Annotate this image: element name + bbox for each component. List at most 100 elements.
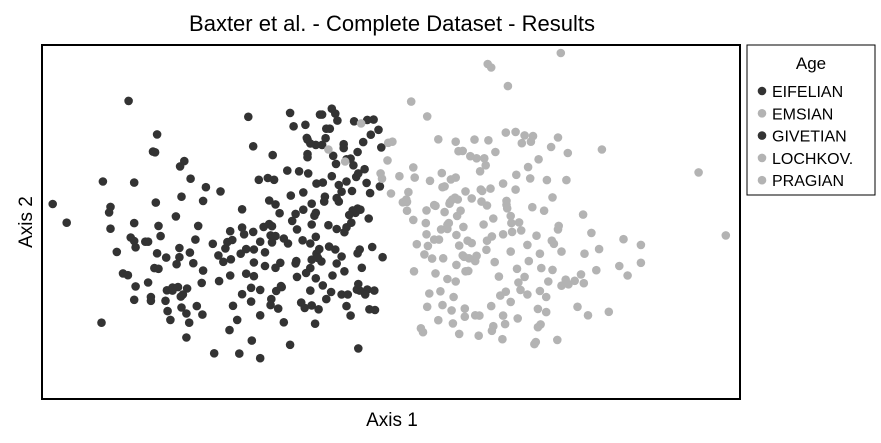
data-point <box>301 120 310 130</box>
data-point <box>291 209 300 219</box>
data-point <box>474 331 484 341</box>
data-point <box>475 167 485 176</box>
data-point <box>451 277 461 286</box>
data-point <box>513 314 522 323</box>
data-point <box>452 211 462 221</box>
data-point <box>172 259 181 269</box>
data-point <box>378 252 387 262</box>
data-point <box>241 269 251 279</box>
x-axis-label: Axis 1 <box>366 410 418 431</box>
data-point <box>197 278 206 288</box>
data-point <box>307 220 317 229</box>
data-point <box>319 197 329 206</box>
data-point <box>299 188 308 197</box>
legend-label: EIFELIAN <box>772 84 843 101</box>
data-point <box>324 220 333 230</box>
data-point <box>254 175 264 185</box>
legend-label: GIVETIAN <box>772 129 847 146</box>
data-point <box>294 167 304 176</box>
data-point <box>376 169 385 178</box>
data-point <box>461 187 470 196</box>
y-axis-label: Axis 2 <box>16 196 37 248</box>
data-point <box>104 208 114 217</box>
data-point <box>431 269 440 278</box>
data-point <box>356 119 366 128</box>
data-point <box>377 143 386 152</box>
data-point <box>523 290 532 299</box>
data-point <box>163 306 172 316</box>
data-point <box>340 227 349 237</box>
data-point <box>458 146 468 156</box>
data-point <box>318 178 328 187</box>
data-point <box>321 133 330 143</box>
data-point <box>438 253 448 263</box>
data-point <box>129 218 139 228</box>
data-point <box>402 206 412 215</box>
data-point <box>225 226 235 236</box>
data-point <box>306 239 315 248</box>
data-point <box>461 267 470 276</box>
data-point <box>570 276 579 286</box>
data-point <box>150 148 160 157</box>
data-point <box>247 336 257 345</box>
data-point <box>97 318 106 328</box>
data-point <box>535 249 545 258</box>
data-point <box>594 244 604 254</box>
data-point <box>311 232 321 242</box>
data-point <box>557 247 566 256</box>
data-point <box>532 231 541 240</box>
data-point <box>311 208 321 218</box>
data-point <box>312 179 321 188</box>
data-point <box>346 311 355 320</box>
data-point <box>592 265 601 275</box>
data-point <box>146 296 156 306</box>
data-point <box>182 333 191 342</box>
data-point <box>228 301 238 311</box>
data-point <box>542 175 552 185</box>
data-point <box>184 318 194 328</box>
data-point <box>531 337 541 347</box>
data-point <box>502 196 511 206</box>
data-point <box>214 251 223 260</box>
data-point <box>436 287 445 296</box>
data-point <box>514 218 524 227</box>
data-point <box>322 294 331 304</box>
data-point <box>248 142 258 151</box>
data-point <box>327 171 337 181</box>
data-point <box>298 236 307 245</box>
data-point <box>360 164 369 174</box>
data-point <box>354 279 363 289</box>
data-point <box>489 214 498 223</box>
legend-title: Age <box>796 54 826 73</box>
data-point <box>347 186 357 196</box>
data-point <box>299 205 308 214</box>
data-point <box>232 315 242 325</box>
data-point <box>472 251 481 261</box>
data-point <box>334 180 344 190</box>
data-point <box>576 270 586 279</box>
data-point <box>494 272 504 281</box>
data-point <box>443 220 452 230</box>
data-point <box>177 192 186 201</box>
data-point <box>283 239 293 248</box>
data-point <box>449 292 458 302</box>
legend-label: PRAGIAN <box>772 173 844 190</box>
data-point <box>337 187 346 196</box>
data-point <box>451 137 461 146</box>
data-point <box>506 297 515 307</box>
data-point <box>422 302 432 312</box>
data-point <box>501 287 511 297</box>
data-point <box>239 230 249 239</box>
data-point <box>694 168 703 177</box>
data-point <box>533 322 543 332</box>
data-point <box>332 259 342 268</box>
data-point <box>421 218 431 228</box>
data-point <box>129 178 139 187</box>
data-point <box>482 245 491 255</box>
data-point <box>362 178 371 188</box>
data-point <box>129 295 139 305</box>
data-point <box>481 161 491 170</box>
data-point <box>556 48 566 58</box>
data-point <box>311 274 321 283</box>
data-point <box>255 237 265 246</box>
